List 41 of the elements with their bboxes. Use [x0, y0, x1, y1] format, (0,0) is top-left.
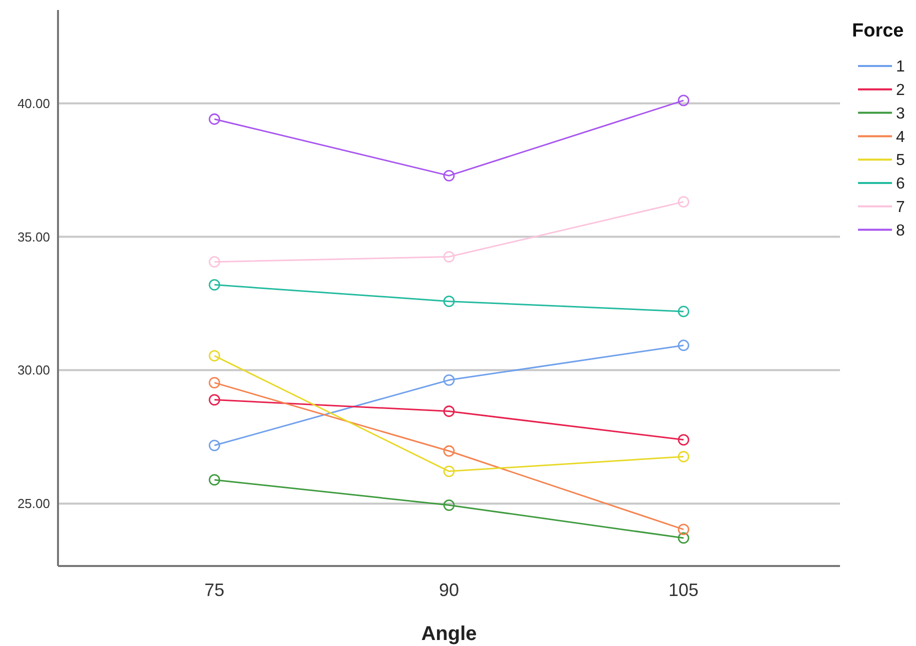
- point: [443, 296, 455, 308]
- y-tick-label: 25.00: [17, 496, 50, 512]
- point: [678, 94, 690, 106]
- point: [208, 474, 220, 486]
- point: [208, 256, 220, 268]
- point: [678, 434, 690, 446]
- point: [678, 524, 690, 536]
- point: [678, 450, 690, 462]
- legend-label: 5: [896, 152, 905, 170]
- point: [443, 445, 455, 457]
- x-tick-label: 75: [204, 580, 224, 600]
- point: [443, 251, 455, 262]
- y-tick-label: 35.00: [17, 229, 50, 244]
- point: [208, 377, 220, 388]
- point: [678, 196, 690, 208]
- legend-label: 3: [896, 105, 905, 122]
- legend-label: 7: [896, 199, 905, 216]
- point: [208, 113, 220, 125]
- point: [443, 499, 455, 511]
- point: [443, 170, 455, 182]
- x-tick-label: 90: [438, 580, 460, 600]
- legend-label: 6: [896, 176, 905, 193]
- legend-label: 8: [896, 222, 905, 240]
- legend-label: 4: [896, 128, 905, 146]
- point: [678, 532, 690, 544]
- point: [208, 394, 220, 406]
- x-axis-title: Angle: [421, 623, 477, 645]
- point: [208, 350, 220, 362]
- point: [443, 466, 455, 477]
- point: [443, 374, 455, 386]
- legend-title: Force: [852, 20, 904, 42]
- point: [443, 406, 455, 417]
- point: [678, 340, 690, 352]
- y-tick-label: 30.00: [17, 362, 50, 378]
- legend-label: 2: [896, 82, 905, 99]
- point: [208, 279, 220, 290]
- point: [208, 440, 220, 452]
- y-tick-label: 40.00: [17, 96, 50, 111]
- point: [678, 306, 690, 318]
- legend-label: 1: [896, 58, 905, 76]
- x-tick-label: 105: [668, 580, 699, 600]
